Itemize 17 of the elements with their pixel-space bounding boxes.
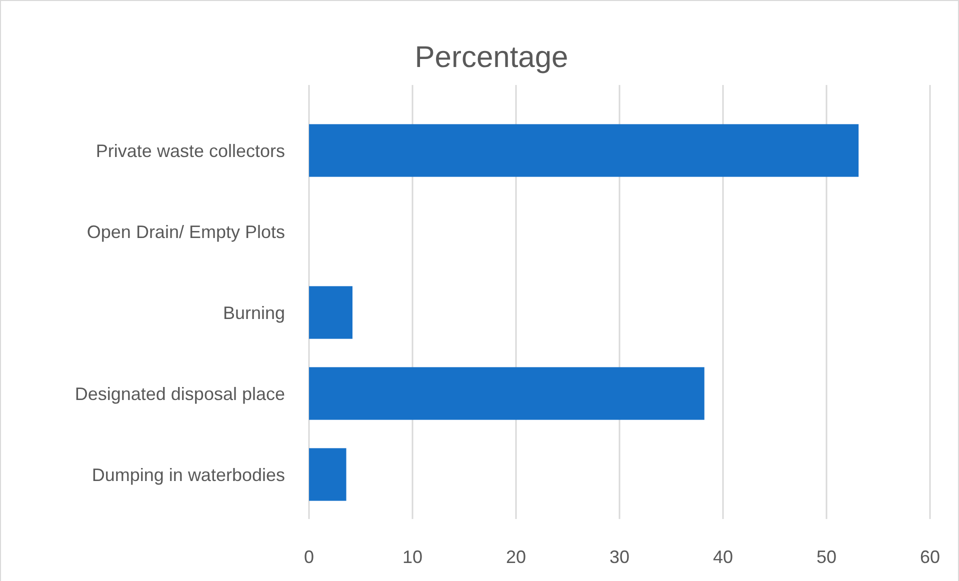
x-tick-label: 40 [712, 547, 734, 567]
y-tick-label: Burning [222, 302, 285, 323]
y-tick-label: Designated disposal place [74, 384, 285, 404]
y-tick-label: Private waste collectors [96, 140, 285, 161]
chart-title: Percentage [414, 41, 568, 74]
x-tick-label: 10 [402, 547, 423, 567]
y-tick-label: Open Drain/ Empty Plots [86, 222, 285, 242]
bar [309, 124, 859, 177]
x-tick-label: 30 [609, 547, 630, 567]
bar [309, 448, 346, 501]
bar [309, 367, 704, 420]
y-tick-label: Dumping in waterbodies [92, 464, 285, 485]
bar [309, 286, 352, 339]
x-tick-label: 20 [506, 547, 526, 567]
x-tick-label: 0 [304, 547, 314, 567]
x-tick-label: 50 [816, 547, 837, 567]
x-tick-label: 60 [920, 547, 940, 567]
